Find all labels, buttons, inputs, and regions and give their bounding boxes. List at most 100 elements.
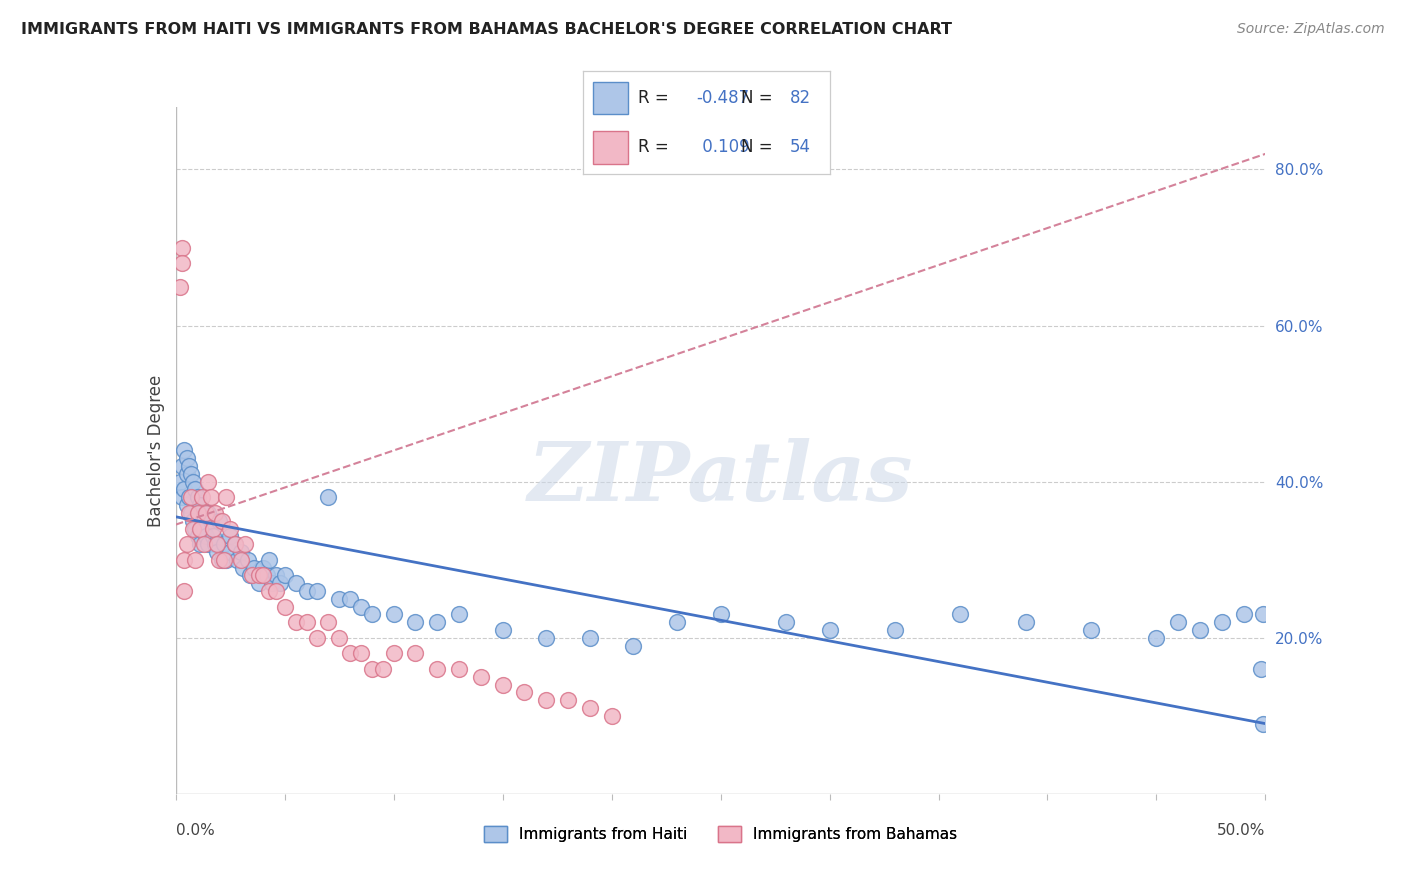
Point — [557, 693, 579, 707]
Text: -0.487: -0.487 — [697, 88, 749, 106]
Point — [176, 498, 198, 512]
Point — [176, 467, 198, 481]
Point — [818, 623, 841, 637]
Point — [191, 514, 214, 528]
Point — [243, 560, 266, 574]
Point — [339, 591, 361, 606]
Point — [350, 646, 373, 660]
Point — [949, 607, 972, 622]
Point — [492, 623, 515, 637]
Point — [492, 678, 515, 692]
Text: IMMIGRANTS FROM HAITI VS IMMIGRANTS FROM BAHAMAS BACHELOR'S DEGREE CORRELATION C: IMMIGRANTS FROM HAITI VS IMMIGRANTS FROM… — [21, 22, 952, 37]
Point — [534, 693, 557, 707]
Point — [186, 529, 209, 543]
Point — [274, 599, 297, 614]
Y-axis label: Bachelor's Degree: Bachelor's Degree — [146, 375, 165, 526]
Point — [211, 514, 233, 528]
Point — [231, 545, 253, 559]
Text: Source: ZipAtlas.com: Source: ZipAtlas.com — [1237, 22, 1385, 37]
Point — [447, 662, 470, 676]
Point — [215, 552, 238, 567]
Point — [579, 701, 602, 715]
Text: 50.0%: 50.0% — [1218, 823, 1265, 838]
Text: 82: 82 — [790, 88, 811, 106]
Point — [350, 599, 373, 614]
Point — [405, 615, 427, 630]
Point — [219, 529, 242, 543]
Point — [180, 506, 202, 520]
Point — [181, 521, 204, 535]
Point — [204, 506, 226, 520]
Point — [181, 475, 204, 489]
Point — [232, 560, 254, 574]
Point — [1015, 615, 1038, 630]
Point — [274, 568, 297, 582]
Point — [269, 576, 291, 591]
Point — [212, 552, 235, 567]
Point — [172, 240, 194, 255]
Point — [197, 506, 219, 520]
Point — [666, 615, 689, 630]
Point — [318, 490, 340, 504]
Point — [236, 552, 259, 567]
Point — [169, 279, 191, 293]
Point — [208, 552, 231, 567]
Point — [426, 662, 449, 676]
Point — [212, 537, 235, 551]
Point — [186, 490, 209, 504]
Point — [208, 514, 231, 528]
Point — [264, 583, 287, 598]
Point — [360, 662, 382, 676]
Point — [1251, 607, 1274, 622]
Point — [184, 552, 207, 567]
Text: 0.0%: 0.0% — [176, 823, 215, 838]
Point — [579, 631, 602, 645]
Point — [176, 451, 198, 466]
Point — [201, 521, 224, 535]
Point — [224, 537, 246, 551]
Text: 54: 54 — [790, 137, 811, 156]
Point — [1144, 631, 1167, 645]
Point — [193, 521, 215, 535]
Point — [197, 475, 219, 489]
Point — [621, 639, 644, 653]
Point — [173, 552, 195, 567]
Text: ZIPatlas: ZIPatlas — [527, 438, 914, 518]
Point — [295, 583, 318, 598]
Point — [186, 506, 209, 520]
Point — [360, 607, 382, 622]
Point — [470, 670, 492, 684]
Point — [295, 615, 318, 630]
Point — [371, 662, 394, 676]
Point — [284, 615, 307, 630]
Point — [328, 591, 350, 606]
Point — [184, 521, 207, 535]
Point — [219, 521, 242, 535]
Point — [260, 576, 283, 591]
Text: N =: N = — [741, 88, 778, 106]
Point — [225, 552, 247, 567]
Point — [307, 631, 329, 645]
Point — [240, 568, 263, 582]
Point — [252, 568, 274, 582]
Point — [180, 490, 202, 504]
Point — [1232, 607, 1256, 622]
Point — [195, 506, 218, 520]
Point — [184, 483, 207, 497]
Point — [710, 607, 733, 622]
FancyBboxPatch shape — [593, 82, 627, 114]
Point — [259, 552, 281, 567]
Point — [884, 623, 907, 637]
Point — [259, 583, 281, 598]
Point — [180, 467, 202, 481]
Text: N =: N = — [741, 137, 778, 156]
Point — [172, 256, 194, 270]
Point — [215, 490, 238, 504]
Point — [328, 631, 350, 645]
Point — [1250, 662, 1272, 676]
Point — [382, 607, 405, 622]
Point — [188, 537, 211, 551]
Point — [169, 475, 191, 489]
Point — [200, 514, 222, 528]
Point — [534, 631, 557, 645]
